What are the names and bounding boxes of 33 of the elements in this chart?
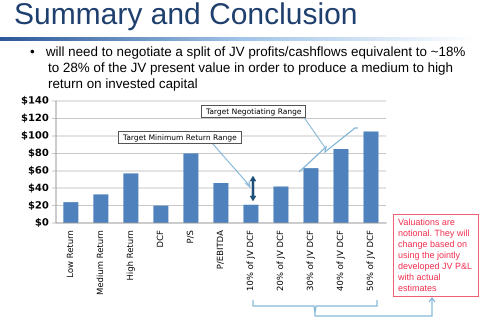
x-tick-label: 10% of JV DCF bbox=[246, 230, 256, 291]
x-tick-label: Low Return bbox=[66, 230, 76, 278]
bar bbox=[333, 148, 348, 223]
bar bbox=[213, 182, 228, 223]
y-tick-label: $80 bbox=[28, 148, 49, 159]
bar bbox=[93, 194, 108, 223]
y-tick-label: $120 bbox=[20, 113, 49, 124]
bar bbox=[63, 202, 78, 223]
y-tick-label: $20 bbox=[28, 200, 49, 212]
bar bbox=[153, 206, 168, 223]
bar bbox=[183, 153, 198, 223]
y-tick-label: $0 bbox=[34, 218, 49, 229]
y-tick-label: $100 bbox=[20, 130, 49, 142]
x-tick-label: High Return bbox=[126, 230, 136, 281]
x-tick-label: 40% of JV DCF bbox=[336, 230, 346, 291]
x-tick-label: 20% of JV DCF bbox=[276, 230, 286, 291]
x-tick-label: DCF bbox=[156, 230, 166, 248]
bar bbox=[273, 186, 288, 223]
x-tick-label: P/EBITDA bbox=[216, 230, 226, 270]
bar bbox=[363, 132, 378, 223]
y-tick-label: $40 bbox=[28, 182, 49, 194]
text: Valuations are notional. They will change based on using the jointly developed JV P&L with actual estimates bbox=[393, 214, 479, 297]
x-tick-label: Medium Return bbox=[96, 230, 106, 296]
chart-subtitle: • will need to negotiate a split of JV profits/cashflows equivalent to ~18% to 28% of the JV present value in order to produce a medium to high return on invested capital bbox=[30, 44, 466, 92]
x-tick-label: P/S bbox=[186, 230, 196, 244]
bar bbox=[243, 204, 258, 223]
y-tick-label: $60 bbox=[28, 165, 49, 176]
x-tick-label: 30% of JV DCF bbox=[306, 230, 316, 291]
x-tick-label: 50% of JV DCF bbox=[366, 230, 376, 291]
y-tick-label: $140 bbox=[20, 96, 49, 107]
bar bbox=[123, 173, 138, 223]
chart-title: Summary and Conclusion bbox=[14, 0, 358, 32]
bar bbox=[303, 168, 318, 223]
